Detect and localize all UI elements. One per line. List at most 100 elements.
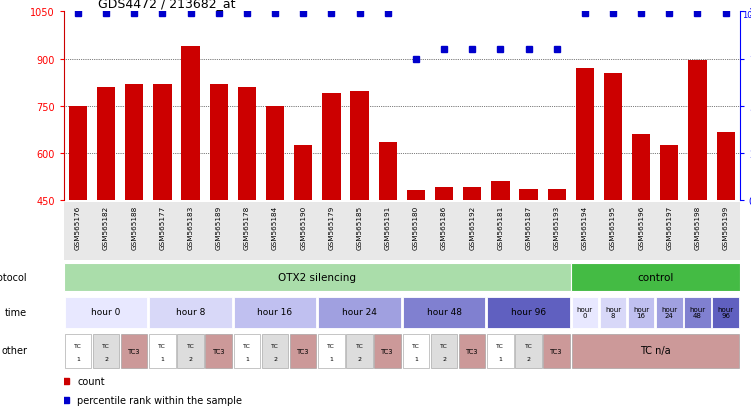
Bar [515,335,541,368]
Text: GSM565188: GSM565188 [131,205,137,249]
Text: 2: 2 [104,356,108,361]
Bar [346,335,372,368]
Text: TC3: TC3 [466,348,478,354]
Text: hour 8: hour 8 [176,308,205,317]
Bar [294,145,312,200]
Text: TC3: TC3 [213,348,225,354]
Bar [600,297,626,329]
Text: GSM565184: GSM565184 [272,205,278,249]
Bar [234,297,316,329]
Bar [520,189,538,200]
Text: hour 96: hour 96 [511,308,546,317]
Bar [290,335,316,368]
Bar [206,335,232,368]
Text: TC: TC [102,343,110,348]
Text: GSM565189: GSM565189 [216,205,222,249]
Text: GSM565178: GSM565178 [244,205,250,249]
Text: TC: TC [158,343,166,348]
Text: GSM565186: GSM565186 [441,205,447,249]
Bar [149,335,176,368]
Text: GSM565185: GSM565185 [357,205,363,249]
Bar [487,297,570,329]
Bar [435,188,453,200]
Text: hour
8: hour 8 [605,306,621,318]
Text: control: control [637,272,674,282]
Text: GSM565180: GSM565180 [413,205,419,249]
Text: hour
48: hour 48 [689,306,705,318]
Bar [97,88,115,200]
Text: GDS4472 / 213682_at: GDS4472 / 213682_at [98,0,235,10]
Bar [121,335,147,368]
Bar [93,335,119,368]
Bar [351,92,369,200]
Bar [463,188,481,200]
Text: 2: 2 [442,356,446,361]
Text: hour
16: hour 16 [633,306,649,318]
Text: GSM565194: GSM565194 [582,205,588,249]
Text: GSM565197: GSM565197 [666,205,672,249]
Text: GSM565187: GSM565187 [526,205,532,249]
Text: count: count [77,376,105,386]
Text: GSM565192: GSM565192 [469,205,475,249]
Text: hour 48: hour 48 [427,308,462,317]
Text: GSM565193: GSM565193 [553,205,559,249]
Bar [547,189,566,200]
Text: 1: 1 [414,356,418,361]
Bar [153,84,171,200]
Bar [571,264,740,292]
Text: hour 0: hour 0 [92,308,121,317]
Bar [604,74,622,200]
Text: 1: 1 [76,356,80,361]
Text: GSM565199: GSM565199 [722,205,728,249]
Text: protocol: protocol [0,272,27,282]
Text: OTX2 silencing: OTX2 silencing [279,272,356,282]
Bar [403,297,485,329]
Text: TC3: TC3 [297,348,309,354]
Text: TC: TC [74,343,82,348]
Bar [407,191,425,200]
Bar [572,335,739,368]
Text: hour
24: hour 24 [662,306,677,318]
Bar [149,297,232,329]
Bar [177,335,204,368]
Text: 2: 2 [273,356,277,361]
Bar [544,335,570,368]
Bar [431,335,457,368]
Text: 2: 2 [357,356,361,361]
Text: percentile rank within the sample: percentile rank within the sample [77,394,243,405]
Text: TC3: TC3 [128,348,140,354]
Text: TC3: TC3 [550,348,563,354]
Text: TC: TC [243,343,251,348]
Text: GSM565182: GSM565182 [103,205,109,249]
Text: TC: TC [525,343,532,348]
Text: TC: TC [496,343,504,348]
Text: GSM565198: GSM565198 [695,205,701,249]
Text: GSM565183: GSM565183 [188,205,194,249]
Bar [64,264,571,292]
Bar [375,335,401,368]
Text: 2: 2 [526,356,530,361]
Text: TC: TC [187,343,195,348]
Bar [459,335,485,368]
Bar [572,297,598,329]
Text: GSM565196: GSM565196 [638,205,644,249]
Bar [262,335,288,368]
Bar [628,297,654,329]
Bar [379,142,397,200]
Text: TC: TC [327,343,335,348]
Text: 1: 1 [499,356,502,361]
Text: GSM565177: GSM565177 [159,205,165,249]
Bar [65,335,91,368]
Text: hour
96: hour 96 [718,306,734,318]
Bar [234,335,260,368]
Text: TC n/a: TC n/a [640,345,671,355]
Bar [403,335,429,368]
Bar [491,182,509,200]
Text: GSM565181: GSM565181 [497,205,503,249]
Bar [632,135,650,200]
Bar [210,84,228,200]
Text: GSM565191: GSM565191 [385,205,391,249]
Text: GSM565179: GSM565179 [328,205,334,249]
Text: 1: 1 [330,356,333,361]
Text: GSM565176: GSM565176 [75,205,81,249]
